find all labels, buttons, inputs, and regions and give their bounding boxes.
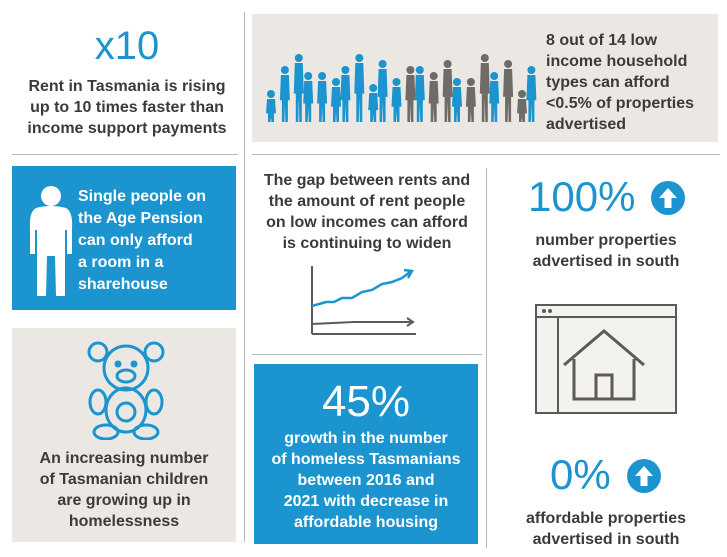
divider-horizontal-left xyxy=(12,154,238,155)
divider-horizontal-top xyxy=(252,154,720,155)
homeless-growth-stat: 45% xyxy=(321,377,411,426)
south-0-stat: 0% xyxy=(550,451,611,498)
crowd-silhouettes-icon xyxy=(266,54,537,122)
teddy-bear-icon xyxy=(87,341,165,440)
divider-horizontal-middle xyxy=(252,354,482,355)
single-people-panel: Single people on the Age Pension can onl… xyxy=(12,166,236,310)
house-on-screen-icon xyxy=(535,304,677,414)
single-people-text: Single people on the Age Pension can onl… xyxy=(78,188,207,293)
children-text: An increasing number of Tasmanian childr… xyxy=(39,450,209,530)
households-text: 8 out of 14 low income household types c… xyxy=(546,32,695,133)
rent-rising-text: Rent in Tasmania is rising up to 10 time… xyxy=(27,78,227,137)
divider-vertical-right xyxy=(486,168,487,548)
person-silhouette-icon xyxy=(29,186,73,296)
arrow-up-circle-icon xyxy=(651,181,685,215)
children-panel: An increasing number of Tasmanian childr… xyxy=(12,328,236,542)
line-graph-icon xyxy=(311,266,416,335)
rent-rising-stat: x10 xyxy=(94,24,160,68)
south-100-text: number properties advertised in south xyxy=(532,232,680,270)
rent-gap-text: The gap between rents and the amount of … xyxy=(263,172,471,252)
households-panel: 8 out of 14 low income household types c… xyxy=(252,14,718,142)
homeless-growth-text: growth in the number of homeless Tasmani… xyxy=(271,430,461,531)
divider-vertical-left xyxy=(244,12,245,542)
homeless-growth-panel: 45% growth in the number of homeless Tas… xyxy=(254,364,478,544)
south-100-stat: 100% xyxy=(528,173,636,220)
south-0-text: affordable properties advertised in sout… xyxy=(525,510,687,548)
arrow-up-circle-icon xyxy=(627,459,661,493)
